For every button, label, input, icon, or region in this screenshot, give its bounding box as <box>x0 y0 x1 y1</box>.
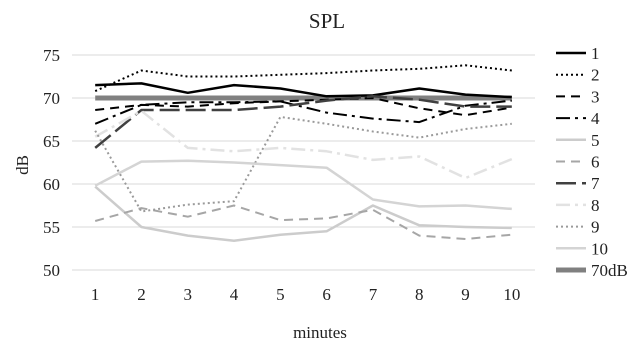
legend-label: 3 <box>591 87 600 106</box>
y-tick-label: 55 <box>43 218 60 237</box>
x-tick-label: 2 <box>137 285 146 304</box>
series-line-10 <box>94 159 512 211</box>
x-tick-label: 1 <box>91 285 100 304</box>
legend-label: 5 <box>591 131 600 150</box>
legend-label: 2 <box>591 66 600 85</box>
legend-label: 4 <box>591 109 600 128</box>
series-line-4 <box>94 99 512 125</box>
y-axis-ticks: 50 55 60 65 70 75 <box>43 46 60 280</box>
x-axis-label: minutes <box>293 323 347 338</box>
legend-label: 7 <box>591 174 600 193</box>
x-tick-label: 10 <box>503 285 520 304</box>
y-tick-label: 60 <box>43 175 60 194</box>
legend-label: 9 <box>591 218 600 237</box>
x-tick-label: 6 <box>322 285 331 304</box>
legend-label: 8 <box>591 196 600 215</box>
y-tick-label: 75 <box>43 46 60 65</box>
legend-label: 6 <box>591 153 600 172</box>
legend-label: 70dB <box>591 261 628 280</box>
legend: 1 2 3 4 5 6 7 8 9 10 70dB <box>556 44 628 280</box>
legend-label: 1 <box>591 44 600 63</box>
series-lines <box>94 64 513 243</box>
x-tick-label: 7 <box>369 285 378 304</box>
series-line-3 <box>95 97 512 117</box>
x-tick-label: 5 <box>276 285 285 304</box>
x-tick-label: 8 <box>415 285 424 304</box>
series-line-8 <box>94 109 513 180</box>
y-axis-label: dB <box>13 155 32 175</box>
y-tick-label: 70 <box>43 89 60 108</box>
series-line-7 <box>94 95 512 149</box>
chart-title: SPL <box>309 9 345 33</box>
legend-label: 10 <box>591 239 608 258</box>
series-line-6 <box>94 204 512 240</box>
x-axis-ticks: 1 2 3 4 5 6 7 8 9 10 <box>91 285 520 304</box>
x-tick-label: 3 <box>184 285 193 304</box>
series-line-5 <box>94 185 512 243</box>
x-tick-label: 9 <box>461 285 470 304</box>
series-line-9 <box>94 115 512 213</box>
y-tick-label: 65 <box>43 132 60 151</box>
y-tick-label: 50 <box>43 261 60 280</box>
series-line-1 <box>95 82 512 99</box>
x-tick-label: 4 <box>230 285 239 304</box>
